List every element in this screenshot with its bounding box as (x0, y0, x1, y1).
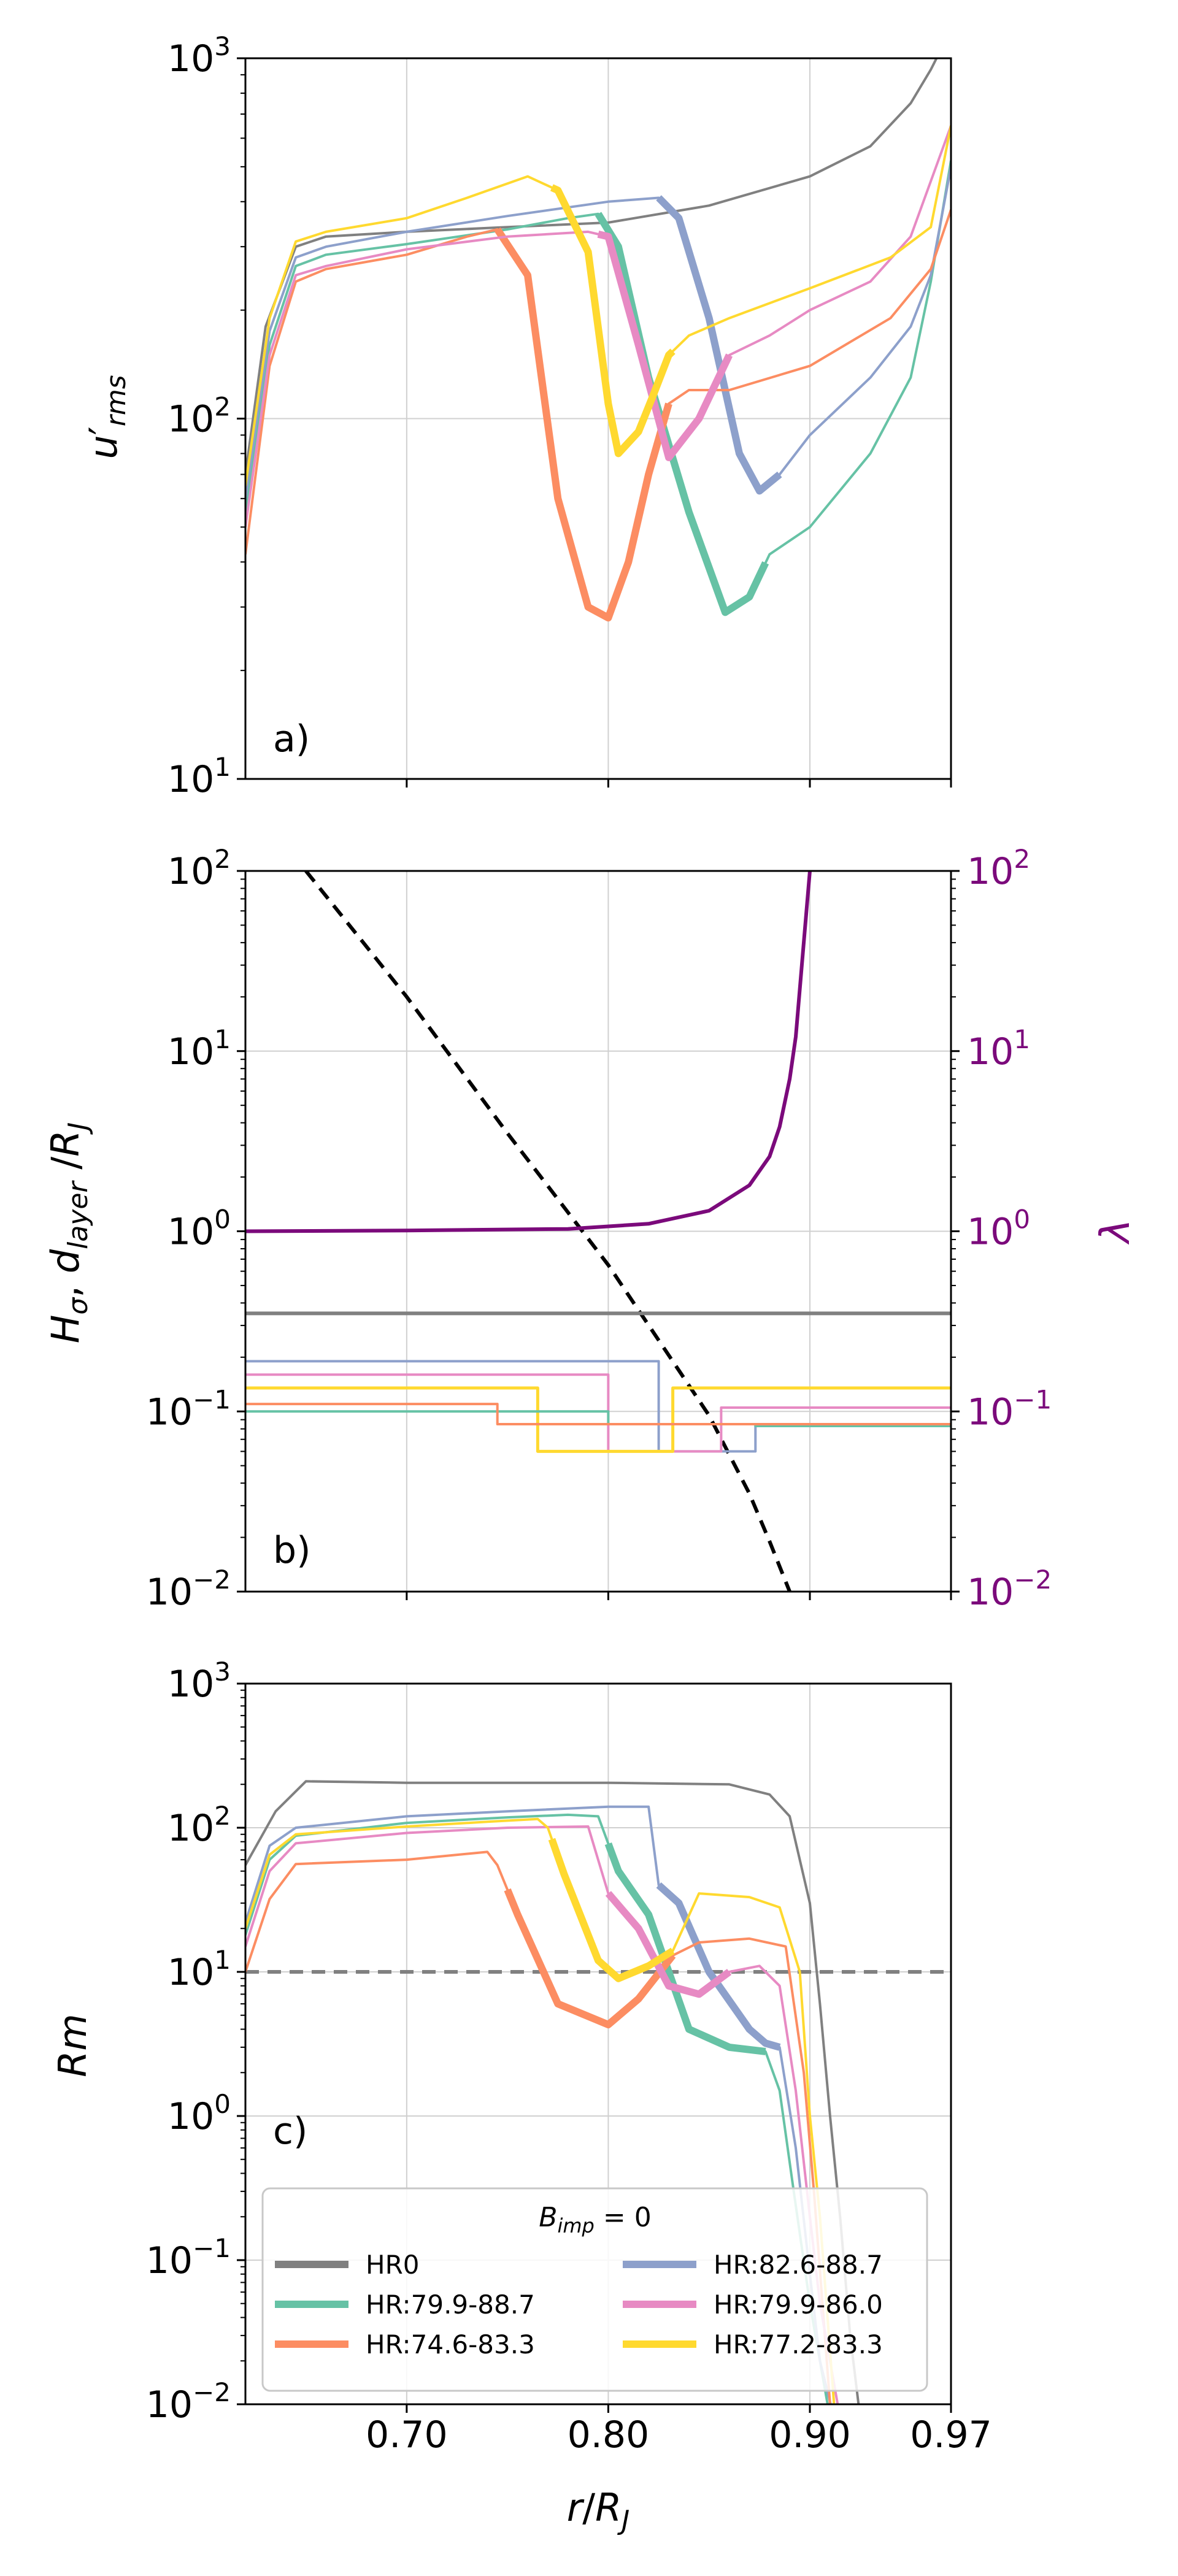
panel-b-ticks: 10−2 10−1 100 101 102 (146, 844, 956, 1614)
line-thick-hr-79-9-86-0 (605, 1891, 732, 1998)
line-hr-74-6-83-3 (245, 209, 951, 619)
panel-a-series (245, 58, 951, 622)
ytick-label: 10−1 (146, 2233, 231, 2282)
legend-box (261, 2187, 928, 2392)
xtick-label: 0.90 (769, 2413, 851, 2456)
legend-title: Bimp = 0 (539, 2202, 651, 2237)
legend: Bimp = 0 HR0 HR:82.6-88.7 HR:79.9-88.7 HR:7… (261, 2187, 928, 2392)
ytick-label: 102 (167, 1801, 231, 1850)
series-clip-group (245, 58, 951, 622)
panel-b-series (245, 871, 951, 1592)
series-clip-group (245, 871, 951, 1592)
ytick-label: 101 (167, 1024, 231, 1073)
ytick-right-label: 101 (967, 1024, 1030, 1073)
panel-a: 101 102 103 a) u′rms (81, 31, 952, 801)
legend-label: HR:79.9-88.7 (366, 2290, 535, 2320)
panel-b: 10−2 10−1 100 101 102 10−2 10−1 100 101 102 b) H… (43, 844, 1139, 1614)
ytick-label: 10−2 (146, 1565, 231, 1614)
line-thick-hr-82-6-88-7 (656, 1882, 781, 2051)
panel-b-label: b) (273, 1529, 311, 1572)
ytick-label: 103 (167, 31, 231, 80)
xtick-label: 0.97 (910, 2413, 992, 2456)
panel-b-right-ticks: 10−2 10−1 100 101 102 (951, 844, 1052, 1614)
ytick-label: 100 (167, 1205, 231, 1254)
line-thick-hr-79-9-88-7 (604, 1842, 766, 2055)
ytick-right-label: 100 (967, 1205, 1030, 1254)
line-thick-hr-79-9-88-7 (595, 212, 769, 616)
line-hr-77-2-83-3-d-layer (245, 1386, 951, 1453)
line-thick-hr-77-2-83-3 (550, 184, 676, 458)
legend-label: HR:79.9-86.0 (714, 2290, 883, 2320)
ytick-label: 10−1 (146, 1384, 231, 1433)
panel-c-ticks: 10−2 10−1 100 101 102 103 0.70 0.80 0.90 0.97 (146, 1657, 992, 2456)
ytick-label: 101 (167, 752, 231, 801)
panel-a-grid (245, 58, 951, 779)
x-axis-label: r/RJ (567, 2485, 629, 2536)
xtick-label: 0.70 (366, 2413, 448, 2456)
line-hr-74-6-83-3-d-layer (245, 1403, 951, 1425)
panel-c-ylabel: Rm (50, 2014, 95, 2077)
line-thick-hr-82-6-88-7 (656, 195, 782, 495)
ytick-right-label: 102 (967, 844, 1030, 893)
legend-label: HR:74.6-83.3 (366, 2329, 535, 2359)
line-h-dashed (304, 871, 791, 1592)
ytick-label: 102 (167, 844, 231, 893)
ytick-label: 101 (167, 1945, 231, 1994)
panel-b-ylabel: Hσ, dlayer /RJ (43, 1122, 94, 1343)
panel-c-label: c) (273, 2110, 307, 2153)
ytick-right-label: 10−2 (967, 1565, 1052, 1614)
line- (245, 871, 812, 1233)
ytick-label: 102 (167, 392, 231, 441)
legend-label: HR:82.6-88.7 (714, 2250, 883, 2280)
legend-items: HR0 HR:82.6-88.7 HR:79.9-88.7 HR:79.9-86.0 H… (275, 2250, 883, 2359)
line-thick-hr-77-2-83-3 (548, 1838, 675, 1982)
legend-label: HR:77.2-83.3 (714, 2329, 883, 2359)
ytick-label: 100 (167, 2089, 231, 2138)
line-thick-hr-74-6-83-3 (494, 227, 672, 622)
xtick-label: 0.80 (568, 2413, 650, 2456)
line-hr0 (245, 58, 938, 475)
legend-label: HR0 (366, 2250, 420, 2280)
panel-b-right-ylabel: λ (1091, 1219, 1139, 1244)
panel-c-frame (244, 1682, 952, 2405)
line-thick-hr-74-6-83-3 (504, 1888, 676, 2029)
ytick-right-label: 10−1 (967, 1384, 1052, 1433)
panel-a-ticks: 101 102 103 (167, 31, 952, 801)
line-hr-79-9-86-0-d-layer (245, 1373, 951, 1453)
ytick-label: 103 (167, 1657, 231, 1706)
ytick-label: 10−2 (146, 2377, 231, 2426)
panel-a-label: a) (273, 718, 310, 761)
panel-a-ylabel: u′rms (81, 375, 132, 459)
